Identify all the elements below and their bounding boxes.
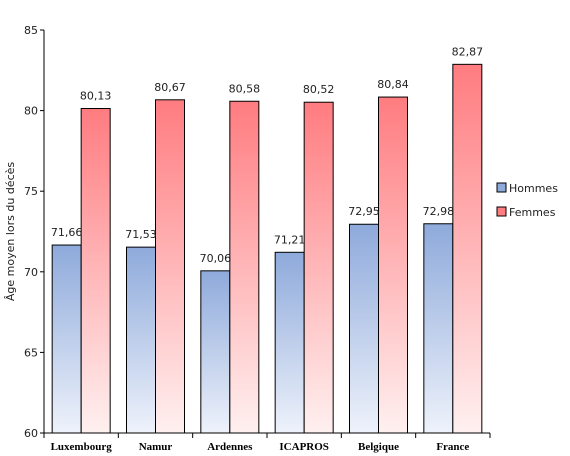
- bar-femmes-icapros: [303, 101, 334, 434]
- data-label: 80,84: [377, 78, 409, 91]
- data-label: 80,52: [303, 83, 335, 96]
- data-label: 80,13: [80, 90, 112, 103]
- x-tick-label: France: [436, 441, 469, 453]
- data-label: 71,53: [125, 228, 157, 241]
- x-tick-label: Belgique: [358, 441, 399, 453]
- x-tick-label: Luxembourg: [51, 441, 113, 453]
- legend-swatch-hommes: [496, 182, 507, 193]
- x-tick-label: Ardennes: [207, 441, 253, 453]
- chart-bars: [51, 63, 483, 434]
- bar-hommes-france: [423, 223, 454, 434]
- data-label: 72,95: [348, 205, 380, 218]
- data-label: 82,87: [452, 45, 484, 58]
- bar-hommes-ardennes: [200, 270, 231, 434]
- data-label: 80,58: [229, 82, 261, 95]
- legend-swatch-femmes: [496, 206, 507, 217]
- bar-hommes-namur: [126, 246, 156, 434]
- bar-hommes-luxembourg: [51, 244, 82, 434]
- x-tick-label: ICAPROS: [279, 441, 329, 453]
- chart-axes: 60 65 70 75 80 85 Âge moyen lors du décès: [4, 24, 491, 440]
- bar-femmes-luxembourg: [80, 108, 111, 434]
- data-label: 70,06: [200, 252, 232, 265]
- legend-label-hommes: Hommes: [509, 182, 558, 195]
- data-label: 72,98: [423, 205, 455, 218]
- chart-legend: Hommes Femmes: [496, 182, 558, 219]
- y-tick-label: 60: [24, 427, 38, 440]
- bar-femmes-namur: [155, 99, 185, 434]
- bar-femmes-france: [452, 63, 483, 434]
- bar-hommes-icapros: [274, 251, 305, 434]
- chart-labels: Luxembourg 71,66 80,13 Namur 71,53 80,67 Arden…: [51, 45, 483, 453]
- y-axis-label: Âge moyen lors du décès: [4, 162, 17, 302]
- x-tick-label: Namur: [139, 441, 173, 453]
- y-tick-label: 70: [24, 266, 38, 279]
- y-tick-label: 85: [24, 24, 38, 37]
- bar-hommes-belgique: [349, 223, 379, 434]
- data-label: 71,66: [51, 226, 83, 239]
- y-tick-label: 65: [24, 346, 38, 359]
- bar-femmes-ardennes: [229, 100, 260, 434]
- y-tick-label: 80: [24, 105, 38, 118]
- data-label: 71,21: [274, 233, 306, 246]
- legend-label-femmes: Femmes: [509, 206, 556, 219]
- bar-femmes-belgique: [378, 96, 408, 434]
- y-tick-label: 75: [24, 185, 38, 198]
- data-label: 80,67: [154, 81, 186, 94]
